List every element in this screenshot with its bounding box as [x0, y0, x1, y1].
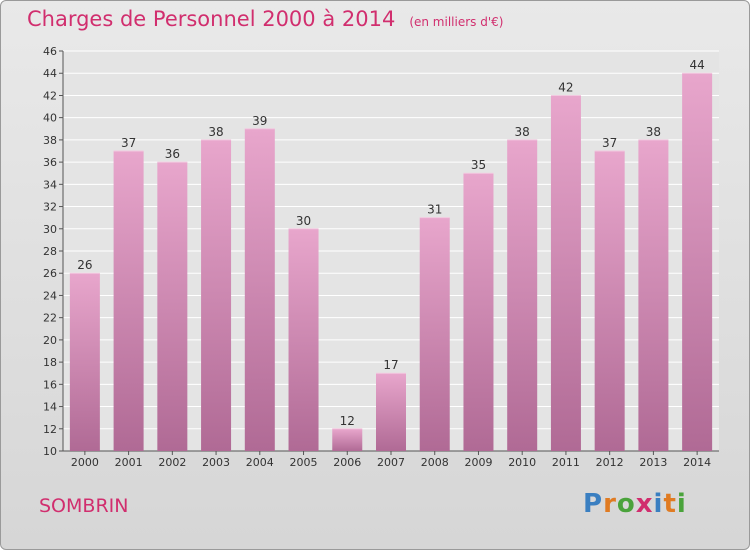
x-tick-label: 2012	[596, 456, 624, 469]
bar	[419, 217, 450, 451]
logo-letter: o	[616, 489, 636, 519]
commune-name: SOMBRIN	[39, 495, 129, 517]
y-tick-label: 30	[43, 223, 57, 236]
bar	[332, 428, 363, 451]
y-tick-label: 34	[43, 178, 57, 191]
bar	[376, 373, 406, 451]
logo-letter: r	[603, 489, 617, 519]
chart-title-text: Charges de Personnel 2000 à 2014	[27, 7, 396, 31]
y-tick-label: 38	[43, 134, 57, 147]
x-tick-label: 2009	[464, 456, 492, 469]
x-tick-label: 2007	[377, 456, 405, 469]
bar	[594, 151, 625, 451]
y-tick-label: 46	[43, 45, 57, 58]
bar-value-label: 37	[121, 136, 136, 150]
bar-value-label: 12	[340, 414, 355, 428]
x-tick-label: 2006	[333, 456, 361, 469]
bar-value-label: 44	[689, 58, 704, 72]
bar	[244, 128, 275, 451]
bar-value-label: 36	[165, 147, 180, 161]
logo-letter: x	[635, 489, 654, 519]
x-tick-label: 2013	[639, 456, 667, 469]
y-tick-label: 36	[43, 156, 57, 169]
bar	[157, 162, 188, 451]
y-tick-label: 42	[43, 89, 57, 102]
y-tick-label: 44	[43, 67, 57, 80]
bar	[638, 139, 669, 451]
bar-value-label: 38	[208, 125, 223, 139]
bar-value-label: 42	[558, 80, 573, 94]
y-tick-label: 16	[43, 378, 57, 391]
x-tick-label: 2011	[552, 456, 580, 469]
bar-value-label: 17	[383, 358, 398, 372]
x-tick-label: 2001	[115, 456, 143, 469]
x-tick-label: 2010	[508, 456, 536, 469]
chart-title: Charges de Personnel 2000 à 2014 (en mill…	[27, 7, 503, 31]
bar	[201, 139, 232, 451]
logo-letter: i	[676, 489, 687, 519]
bar-value-label: 37	[602, 136, 617, 150]
bar-value-label: 31	[427, 203, 442, 217]
y-tick-label: 24	[43, 289, 57, 302]
x-tick-label: 2002	[158, 456, 186, 469]
y-tick-label: 10	[43, 445, 57, 458]
x-tick-label: 2008	[421, 456, 449, 469]
bar	[682, 73, 713, 451]
bar	[463, 173, 494, 451]
bar	[507, 139, 538, 451]
x-tick-label: 2014	[683, 456, 711, 469]
bar	[288, 228, 319, 451]
y-tick-label: 12	[43, 423, 57, 436]
y-tick-label: 28	[43, 245, 57, 258]
bar	[69, 273, 100, 451]
x-tick-label: 2000	[71, 456, 99, 469]
bar-value-label: 30	[296, 214, 311, 228]
bar-value-label: 38	[515, 125, 530, 139]
chart-unit: (en milliers d'€)	[409, 15, 504, 29]
bar-value-label: 35	[471, 158, 486, 172]
bar	[113, 151, 144, 451]
bar	[550, 95, 581, 451]
logo-letter: P	[583, 489, 604, 519]
logo-letter: t	[663, 489, 677, 519]
y-tick-label: 20	[43, 334, 57, 347]
bar-value-label: 38	[646, 125, 661, 139]
bar-value-label: 26	[77, 258, 92, 272]
x-tick-label: 2003	[202, 456, 230, 469]
logo-letter: i	[653, 489, 664, 519]
proxiti-logo: Proxiti	[583, 489, 687, 519]
bar-value-label: 39	[252, 114, 267, 128]
y-tick-label: 22	[43, 312, 57, 325]
y-tick-label: 32	[43, 201, 57, 214]
x-tick-label: 2004	[246, 456, 274, 469]
y-tick-label: 40	[43, 112, 57, 125]
y-tick-label: 14	[43, 401, 57, 414]
x-tick-label: 2005	[290, 456, 318, 469]
y-tick-label: 26	[43, 267, 57, 280]
y-tick-label: 18	[43, 356, 57, 369]
